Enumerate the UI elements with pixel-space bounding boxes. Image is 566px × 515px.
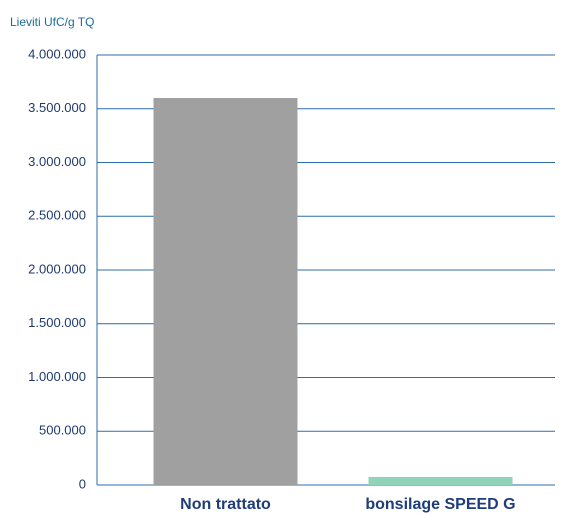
y-tick-label: 1.500.000 (28, 315, 86, 330)
y-tick-label: 4.000.000 (28, 46, 86, 61)
y-tick-label: 500.000 (39, 423, 86, 438)
y-tick-label: 0 (79, 476, 86, 491)
bar (368, 476, 513, 485)
y-tick-label: 3.500.000 (28, 100, 86, 115)
y-tick-label: 1.000.000 (28, 369, 86, 384)
y-tick-label: 2.500.000 (28, 208, 86, 223)
x-tick-label: Non trattato (180, 496, 271, 513)
bar (153, 98, 298, 485)
y-tick-label: 2.000.000 (28, 261, 86, 276)
x-tick-label: bonsilage SPEED G (365, 496, 515, 513)
y-axis-label: Lieviti UfC/g TQ (10, 15, 94, 29)
y-tick-label: 3.000.000 (28, 154, 86, 169)
